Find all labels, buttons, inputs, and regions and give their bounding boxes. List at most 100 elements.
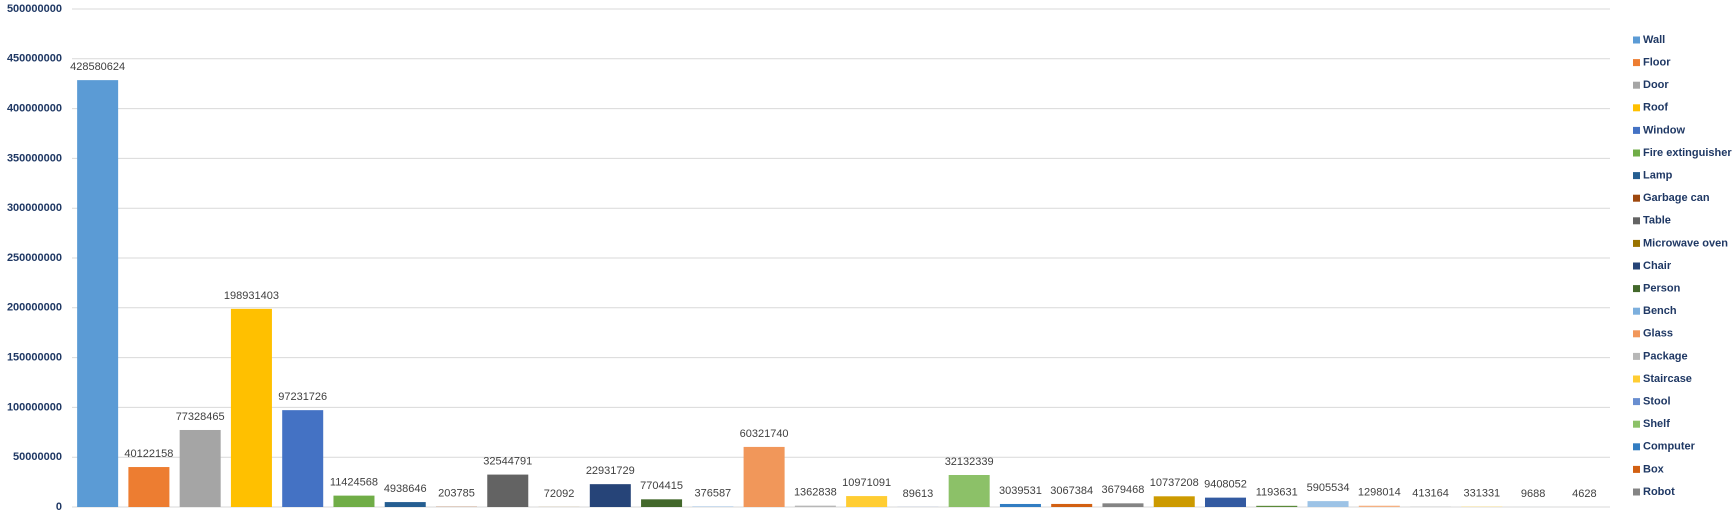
legend-swatch [1633, 262, 1640, 270]
legend-label: Stool [1643, 396, 1671, 408]
bar [333, 495, 375, 507]
data-label: 376587 [694, 488, 731, 500]
legend-label: Fire extinguisher [1643, 147, 1732, 159]
data-label: 428580624 [70, 61, 125, 73]
legend-label: Wall [1643, 34, 1665, 46]
legend-label: Package [1643, 350, 1688, 362]
legend-label: Lamp [1643, 170, 1673, 182]
legend-label: Glass [1643, 328, 1673, 340]
legend-label: Chair [1643, 260, 1672, 272]
legend-swatch [1633, 352, 1640, 360]
bar [743, 446, 785, 507]
legend-label: Staircase [1643, 373, 1692, 385]
legend-label: Box [1643, 463, 1665, 475]
data-label: 3679468 [1102, 484, 1145, 496]
y-tick-label: 100000000 [7, 401, 62, 413]
data-label: 77328465 [176, 411, 225, 423]
legend-swatch [1633, 398, 1640, 406]
data-label: 10737208 [1150, 477, 1199, 489]
bar [1307, 501, 1349, 507]
data-label: 9408052 [1204, 479, 1247, 491]
legend-swatch [1633, 375, 1640, 383]
data-label: 60321740 [740, 428, 789, 440]
bar [1358, 505, 1400, 507]
data-label: 331331 [1463, 488, 1500, 500]
legend-label: Person [1643, 283, 1681, 295]
data-label: 9688 [1521, 488, 1545, 500]
bar [487, 474, 529, 507]
bar [77, 80, 119, 507]
data-label: 5905534 [1307, 482, 1350, 494]
legend-swatch [1633, 149, 1640, 157]
legend-label: Door [1643, 79, 1669, 91]
bar [948, 474, 990, 507]
y-tick-label: 0 [56, 501, 62, 512]
data-label: 7704415 [640, 480, 683, 492]
legend-label: Robot [1643, 486, 1675, 498]
bar [384, 502, 426, 507]
bar [230, 308, 272, 507]
bar [128, 467, 170, 507]
legend-swatch [1633, 443, 1640, 451]
y-tick-label: 500000000 [7, 3, 62, 15]
data-label: 1193631 [1256, 487, 1298, 499]
data-label: 32544791 [483, 455, 532, 467]
legend-label: Garbage can [1643, 192, 1710, 204]
bar [589, 484, 631, 507]
data-label: 40122158 [124, 448, 173, 460]
legend-label: Window [1643, 124, 1685, 136]
data-label: 198931403 [224, 290, 279, 302]
legend-label: Microwave oven [1643, 237, 1728, 249]
bar [1051, 503, 1093, 507]
legend-swatch [1633, 172, 1640, 180]
y-tick-label: 400000000 [7, 103, 62, 115]
y-tick-label: 300000000 [7, 202, 62, 214]
data-label: 72092 [544, 488, 575, 500]
legend-swatch [1633, 465, 1640, 473]
legend-swatch [1633, 307, 1640, 315]
legend-swatch [1633, 285, 1640, 293]
data-label: 4938646 [384, 483, 427, 495]
legend-swatch [1633, 217, 1640, 225]
bar [179, 429, 221, 507]
legend-label: Bench [1643, 305, 1677, 317]
data-label: 10971091 [842, 477, 891, 489]
legend-swatch [1633, 126, 1640, 134]
data-label: 11424568 [330, 477, 378, 489]
bar [1256, 505, 1298, 507]
legend-swatch [1633, 420, 1640, 428]
data-label: 203785 [438, 488, 475, 500]
legend-swatch [1633, 36, 1640, 44]
y-tick-label: 150000000 [7, 352, 62, 364]
data-label: 3039531 [999, 485, 1042, 497]
bar [794, 505, 836, 507]
legend-swatch [1633, 194, 1640, 202]
bar [282, 410, 324, 507]
legend-label: Floor [1643, 57, 1671, 69]
data-label: 1362838 [794, 487, 837, 499]
legend-label: Computer [1643, 441, 1696, 453]
legend-swatch [1633, 81, 1640, 89]
legend-swatch [1633, 59, 1640, 67]
legend-label: Shelf [1643, 418, 1670, 430]
legend-label: Table [1643, 215, 1671, 227]
data-label: 97231726 [278, 391, 327, 403]
legend-swatch [1633, 330, 1640, 338]
bar [1102, 503, 1144, 507]
bar [999, 503, 1041, 507]
bar [846, 496, 888, 507]
bar [641, 499, 683, 507]
data-label: 1298014 [1358, 487, 1401, 499]
data-label: 3067384 [1050, 485, 1093, 497]
y-tick-label: 250000000 [7, 252, 62, 264]
data-label: 89613 [903, 488, 934, 500]
legend-swatch [1633, 239, 1640, 247]
y-tick-label: 50000000 [13, 451, 62, 463]
legend-swatch [1633, 104, 1640, 112]
y-tick-label: 450000000 [7, 53, 62, 65]
legend-label: Roof [1643, 102, 1668, 114]
y-tick-label: 200000000 [7, 302, 62, 314]
y-tick-label: 350000000 [7, 152, 62, 164]
bar [1204, 497, 1247, 507]
